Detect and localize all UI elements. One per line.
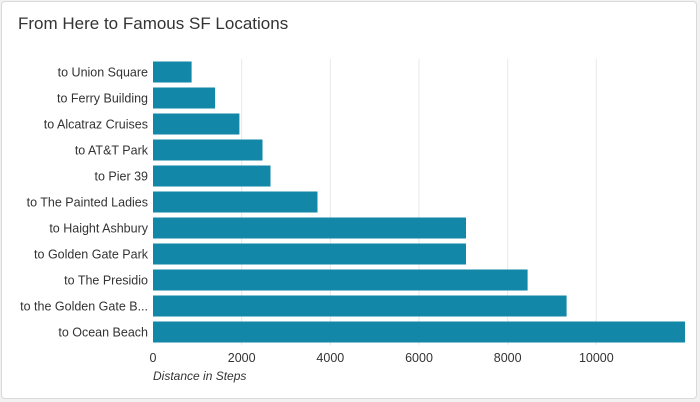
bar — [153, 269, 528, 291]
x-axis-title: Distance in Steps — [153, 369, 246, 383]
category-label: to Union Square — [58, 66, 148, 80]
bar — [153, 191, 318, 213]
bar — [153, 217, 466, 239]
category-label: to Ferry Building — [57, 92, 148, 106]
bar — [153, 321, 685, 343]
x-tick-label: 10000 — [579, 351, 614, 365]
category-label: to The Presidio — [64, 274, 148, 288]
bar — [153, 87, 216, 109]
category-label: to Alcatraz Cruises — [44, 118, 148, 132]
x-tick-label: 2000 — [228, 351, 256, 365]
x-tick-label: 4000 — [316, 351, 344, 365]
bar — [153, 61, 192, 83]
x-tick-label: 8000 — [494, 351, 522, 365]
category-label: to The Painted Ladies — [27, 196, 148, 210]
chart-title: From Here to Famous SF Locations — [18, 14, 289, 33]
x-tick-label: 6000 — [405, 351, 433, 365]
category-label: to Pier 39 — [94, 170, 148, 184]
category-label: to Ocean Beach — [58, 326, 148, 340]
bar — [153, 295, 567, 317]
category-label: to Haight Ashbury — [49, 222, 148, 236]
category-label: to AT&T Park — [75, 144, 149, 158]
bar — [153, 165, 271, 187]
x-tick-label: 0 — [150, 351, 157, 365]
bar — [153, 139, 263, 161]
category-label: to Golden Gate Park — [34, 248, 149, 262]
bar — [153, 113, 240, 135]
category-label: to the Golden Gate B... — [20, 300, 148, 314]
bar — [153, 243, 466, 265]
